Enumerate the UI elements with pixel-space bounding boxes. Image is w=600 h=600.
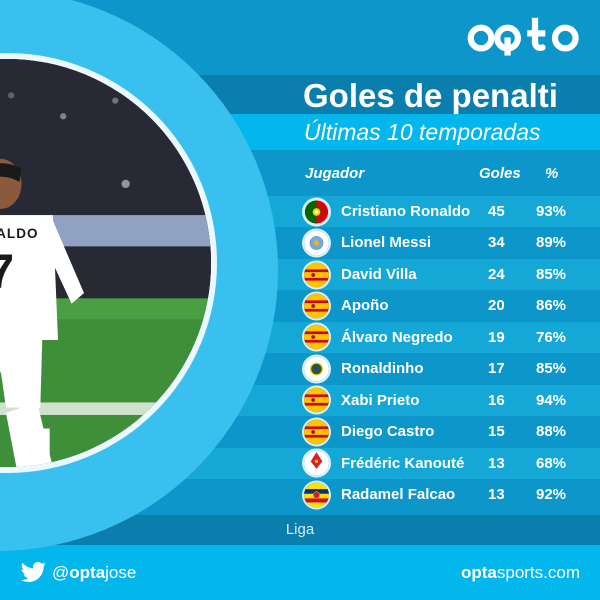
svg-text:7: 7 [0, 246, 14, 299]
svg-text:RONALDO: RONALDO [0, 226, 39, 241]
